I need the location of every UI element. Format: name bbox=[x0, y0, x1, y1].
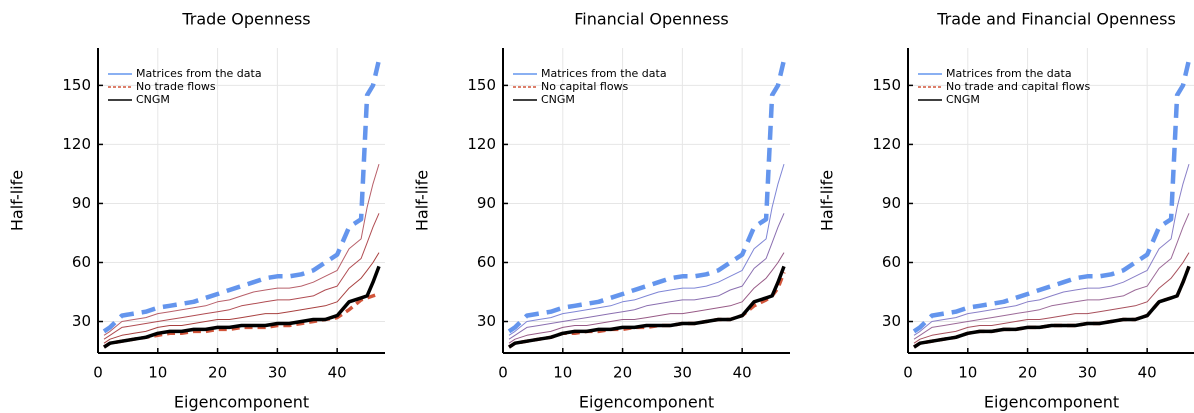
interpolated-line bbox=[508, 252, 785, 344]
legend-label: No trade and capital flows bbox=[946, 80, 1091, 93]
chart-title: Trade Openness bbox=[181, 10, 310, 29]
series-line bbox=[102, 59, 382, 334]
legend-label: Matrices from the data bbox=[541, 67, 667, 80]
series-line bbox=[913, 265, 1191, 349]
interpolated-line bbox=[508, 213, 785, 340]
y-axis-label: Half-life bbox=[413, 170, 432, 231]
x-tick-label: 40 bbox=[733, 364, 752, 382]
y-tick-label: 120 bbox=[62, 135, 91, 153]
y-tick-label: 90 bbox=[882, 194, 901, 212]
y-tick-label: 30 bbox=[882, 312, 901, 330]
series-line bbox=[912, 59, 1192, 334]
legend-label: CNGM bbox=[946, 93, 980, 106]
interpolated-line bbox=[103, 163, 380, 336]
series-line bbox=[913, 265, 1191, 349]
legend-label: Matrices from the data bbox=[136, 67, 262, 80]
y-tick-label: 90 bbox=[477, 194, 496, 212]
interpolated-line bbox=[913, 163, 1190, 336]
x-tick-label: 10 bbox=[553, 364, 572, 382]
y-axis-label: Half-life bbox=[818, 170, 837, 231]
series-line bbox=[103, 265, 381, 349]
x-tick-label: 30 bbox=[268, 364, 287, 382]
interpolated-line bbox=[913, 213, 1190, 340]
chart-title: Financial Openness bbox=[574, 10, 729, 29]
x-tick-label: 0 bbox=[93, 364, 103, 382]
y-tick-label: 60 bbox=[882, 253, 901, 271]
legend-label: CNGM bbox=[541, 93, 575, 106]
series-line bbox=[507, 59, 787, 334]
x-tick-label: 40 bbox=[328, 364, 347, 382]
legend-label: CNGM bbox=[136, 93, 170, 106]
x-tick-label: 20 bbox=[208, 364, 227, 382]
y-tick-label: 90 bbox=[72, 194, 91, 212]
interpolated-line bbox=[913, 252, 1190, 344]
x-axis-label: Eigencomponent bbox=[174, 393, 309, 412]
y-tick-label: 150 bbox=[467, 76, 496, 94]
interpolated-line bbox=[103, 252, 380, 344]
y-tick-label: 150 bbox=[872, 76, 901, 94]
x-tick-label: 40 bbox=[1138, 364, 1157, 382]
x-tick-label: 0 bbox=[903, 364, 913, 382]
legend-label: No capital flows bbox=[541, 80, 629, 93]
y-tick-label: 30 bbox=[477, 312, 496, 330]
x-axis-label: Eigencomponent bbox=[579, 393, 714, 412]
series-line bbox=[508, 265, 786, 349]
chart-title: Trade and Financial Openness bbox=[936, 10, 1176, 29]
y-tick-label: 30 bbox=[72, 312, 91, 330]
x-tick-label: 20 bbox=[1018, 364, 1037, 382]
x-axis-label: Eigencomponent bbox=[984, 393, 1119, 412]
x-tick-label: 20 bbox=[613, 364, 632, 382]
x-tick-label: 0 bbox=[498, 364, 508, 382]
y-tick-label: 60 bbox=[72, 253, 91, 271]
y-tick-label: 60 bbox=[477, 253, 496, 271]
y-axis-label: Half-life bbox=[8, 170, 27, 231]
legend-label: No trade flows bbox=[136, 80, 216, 93]
y-tick-label: 150 bbox=[62, 76, 91, 94]
x-tick-label: 10 bbox=[148, 364, 167, 382]
interpolated-line bbox=[103, 213, 380, 340]
legend-label: Matrices from the data bbox=[946, 67, 1072, 80]
x-tick-label: 10 bbox=[958, 364, 977, 382]
interpolated-line bbox=[508, 163, 785, 336]
y-tick-label: 120 bbox=[467, 135, 496, 153]
x-tick-label: 30 bbox=[673, 364, 692, 382]
y-tick-label: 120 bbox=[872, 135, 901, 153]
x-tick-label: 30 bbox=[1078, 364, 1097, 382]
